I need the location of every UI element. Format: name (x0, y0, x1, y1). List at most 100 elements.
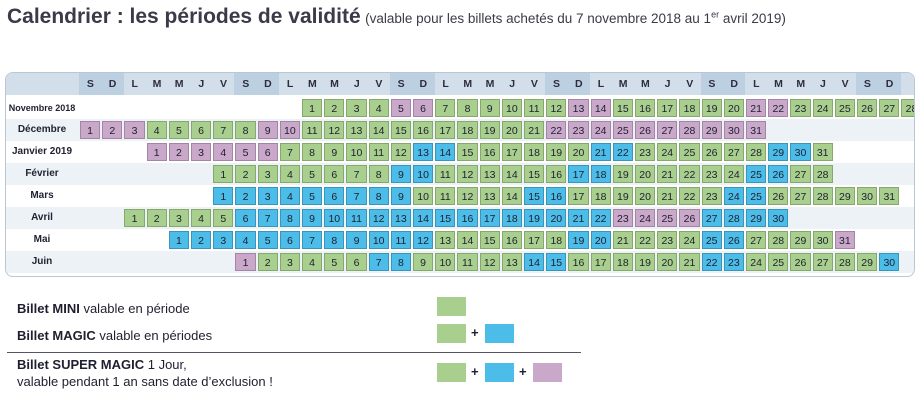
day-cell: 12 (368, 209, 389, 227)
day-cell: 18 (524, 143, 545, 161)
day-cell: 22 (768, 99, 789, 117)
day-cell: 1 (213, 165, 234, 183)
day-cell: 9 (390, 187, 411, 205)
day-cell: 3 (191, 143, 212, 161)
day-cell: 18 (457, 121, 478, 139)
day-cell: 16 (568, 253, 589, 271)
day-cell: 20 (546, 209, 567, 227)
day-cell: 4 (235, 231, 256, 249)
day-cell: 20 (501, 121, 522, 139)
day-cell: 18 (546, 231, 567, 249)
day-cell: 11 (390, 231, 411, 249)
day-cell: 3 (257, 165, 278, 183)
weekday-header-8: D (256, 73, 280, 95)
day-cell: 4 (213, 143, 234, 161)
day-cell: 13 (501, 253, 522, 271)
day-cell: 28 (746, 143, 767, 161)
subtitle-text: (valable pour les billets achetés du 7 n… (365, 11, 712, 26)
day-cell: 13 (568, 99, 589, 117)
weekday-header-16: L (442, 78, 449, 90)
day-cell: 29 (834, 187, 855, 205)
day-cell: 25 (746, 165, 767, 183)
day-cell: 24 (723, 165, 744, 183)
month-label: Juin (31, 256, 53, 267)
day-cell: 2 (146, 209, 167, 227)
weekday-header-14: S (389, 73, 413, 95)
day-cell: 25 (768, 253, 789, 271)
day-cell: 9 (413, 253, 434, 271)
day-cell: 13 (479, 165, 500, 183)
day-cell: 13 (346, 121, 367, 139)
weekday-header-0: S (79, 73, 102, 95)
day-cell: 19 (701, 99, 722, 117)
weekday-header-18: M (485, 78, 495, 90)
day-cell: 13 (479, 187, 500, 205)
day-cell: 19 (612, 187, 633, 205)
day-cell: 5 (235, 143, 256, 161)
weekday-header-9: L (286, 78, 294, 90)
day-cell: 31 (746, 121, 767, 139)
day-cell: 11 (457, 253, 478, 271)
day-cell: 1 (302, 99, 323, 117)
day-cell: 7 (346, 187, 367, 205)
day-cell: 1 (213, 187, 234, 205)
day-cell: 23 (790, 99, 811, 117)
day-cell: 28 (723, 209, 744, 227)
day-cell: 7 (368, 253, 389, 271)
day-cell: 29 (857, 253, 878, 271)
day-cell: 12 (546, 99, 567, 117)
day-cell: 8 (368, 165, 389, 183)
title-main: Calendrier : les périodes de validité (7, 5, 361, 28)
day-cell: 20 (590, 231, 611, 249)
day-cell: 17 (568, 187, 589, 205)
day-cell: 7 (346, 165, 367, 183)
day-cell: 10 (413, 187, 434, 205)
weekday-header-13: V (375, 78, 383, 90)
day-cell: 24 (723, 187, 744, 205)
legend-magic-swatch-green (437, 324, 466, 343)
day-cell: 14 (524, 253, 545, 271)
day-cell: 4 (279, 165, 300, 183)
day-cell: 16 (457, 209, 478, 227)
weekday-header-4: M (174, 78, 184, 90)
day-cell: 28 (834, 253, 855, 271)
day-cell: 15 (479, 231, 500, 249)
month-label: Décembre (17, 124, 67, 135)
weekday-header-24: M (618, 78, 628, 90)
subtitle-text-end: avril 2019) (719, 11, 786, 26)
day-cell: 6 (413, 99, 434, 117)
weekday-header-6: V (220, 78, 228, 90)
day-cell: 12 (390, 143, 411, 161)
day-cell: 19 (635, 253, 656, 271)
day-cell: 31 (879, 187, 900, 205)
day-cell: 10 (324, 209, 345, 227)
day-cell: 30 (879, 253, 900, 271)
day-cell: 7 (435, 99, 456, 117)
day-cell: 4 (191, 209, 212, 227)
day-cell: 5 (324, 253, 345, 271)
day-cell: 18 (679, 99, 700, 117)
subtitle-sup: er (711, 9, 720, 20)
day-cell: 9 (390, 165, 411, 183)
day-cell: 17 (657, 99, 678, 117)
day-cell: 4 (368, 99, 389, 117)
day-cell: 2 (257, 253, 278, 271)
legend-magic-text: valable en périodes (95, 328, 213, 343)
month-label: Mai (33, 234, 51, 245)
day-cell: 3 (168, 209, 189, 227)
day-cell: 2 (235, 165, 256, 183)
weekday-header-15: D (412, 73, 435, 95)
day-cell: 3 (279, 253, 300, 271)
weekday-header-36: D (878, 73, 901, 95)
day-cell: 6 (324, 187, 345, 205)
weekday-header-11: M (330, 78, 339, 90)
day-cell: 28 (901, 99, 914, 117)
day-cell: 24 (679, 231, 700, 249)
day-cell: 21 (568, 209, 589, 227)
legend-super-swatch-blue (485, 363, 514, 382)
day-cell: 16 (546, 165, 567, 183)
day-cell: 10 (501, 99, 522, 117)
day-cell: 17 (435, 121, 456, 139)
day-cell: 27 (812, 253, 833, 271)
